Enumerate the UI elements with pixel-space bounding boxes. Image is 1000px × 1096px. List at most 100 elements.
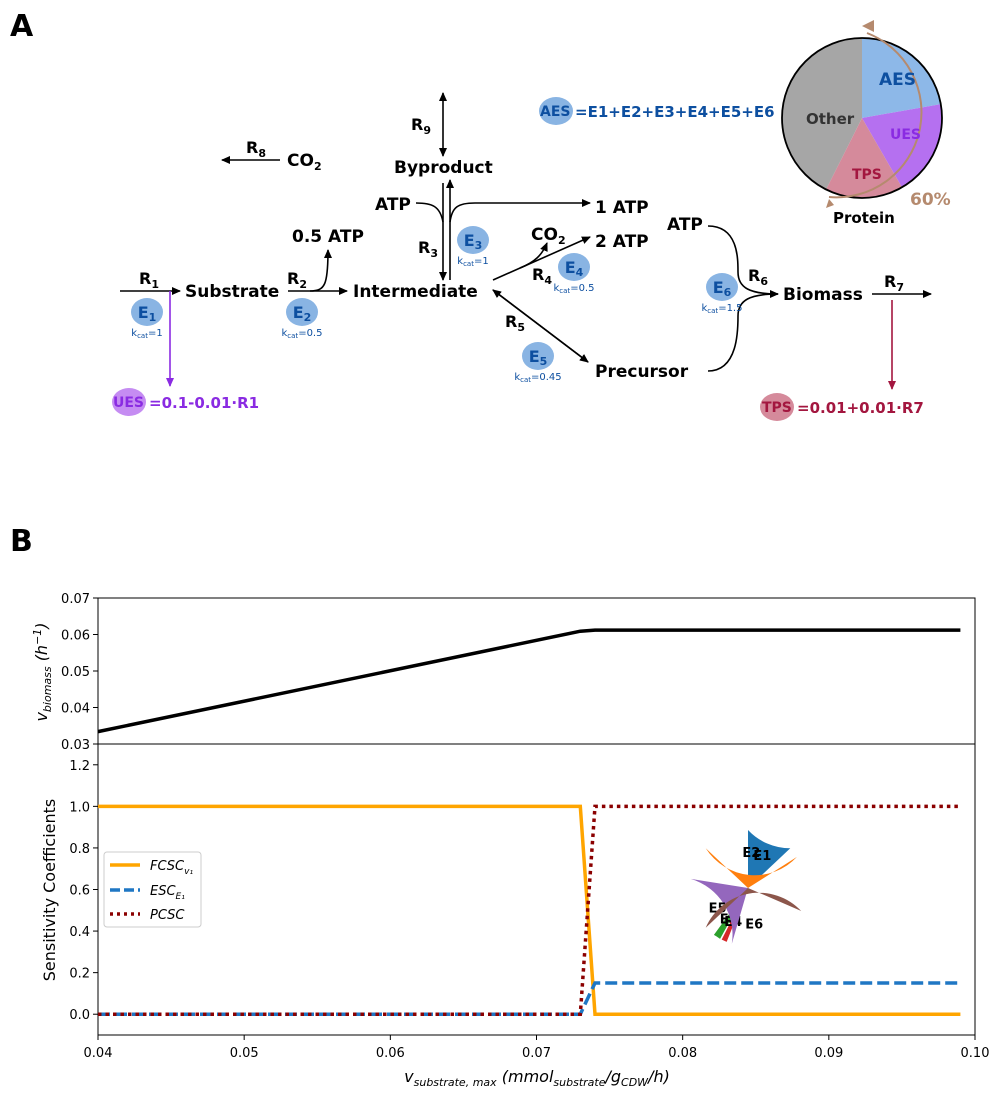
node-byproduct: Byproduct: [394, 158, 493, 178]
enzyme-label: E1: [138, 303, 157, 324]
enzyme-label: E6: [713, 278, 732, 299]
legend-fcsc: FCSCv₁: [150, 859, 193, 877]
panel-a-label: A: [10, 9, 34, 44]
enzyme-label: E4: [565, 258, 584, 279]
aes-badge: AES: [540, 104, 570, 120]
enzyme-kcat: kcat=1: [131, 328, 162, 340]
node-half-atp: 0.5 ATP: [292, 227, 364, 247]
sensitivity-chart: 0.0 0.2 0.4 0.6 0.8 1.0 1.2 0.04 0.05 0.06 0.07 0.0…: [69, 743, 990, 1061]
inset-pie-label: E6: [745, 917, 763, 932]
ues-badge: UES: [113, 395, 144, 411]
ytick-label: 0.04: [61, 702, 90, 717]
reaction-r1: R1: [139, 269, 159, 291]
xtick-label: 0.05: [230, 1046, 259, 1061]
tps-expression: =0.01+0.01·R7: [797, 399, 924, 417]
ytick-label: 0.05: [61, 665, 90, 680]
node-one-atp: 1 ATP: [595, 198, 649, 218]
aes-equation: AES =E1+E2+E3+E4+E5+E6: [539, 97, 775, 125]
node-precursor: Precursor: [595, 362, 689, 382]
inset-pie-slice-e6: [705, 888, 802, 928]
reaction-r5: R5: [505, 312, 525, 334]
node-atp-in: ATP: [375, 195, 411, 215]
arrow-atp-in: [415, 202, 444, 223]
ytick-label: 0.2: [69, 967, 90, 982]
reaction-r3: R3: [418, 238, 438, 260]
ytick-label: 0.8: [69, 842, 90, 857]
pie-percent-label: 60%: [910, 190, 951, 210]
legend-esc: ESCE₁: [150, 884, 185, 902]
xtick-label: 0.09: [814, 1046, 843, 1061]
enzyme-label: E5: [529, 347, 548, 368]
enzyme-e4: E4 kcat=0.5: [554, 253, 595, 295]
node-two-atp: 2 ATP: [595, 232, 649, 252]
reaction-r9: R9: [411, 115, 431, 137]
legend-pcsc: PCSC: [150, 908, 185, 923]
reaction-r2: R2: [287, 269, 307, 291]
plot-frame: [97, 743, 976, 1036]
inset-pie-slice-e1: [748, 830, 791, 888]
pie-label-tps: TPS: [852, 167, 882, 183]
inset-pie-label: E1: [753, 849, 771, 864]
ytick-label: 0.4: [69, 925, 90, 940]
tps-badge: TPS: [762, 400, 792, 416]
enzyme-e5: E5 kcat=0.45: [514, 342, 562, 384]
pie-label-aes: AES: [879, 70, 916, 90]
sensitivity-ylabel: Sensitivity Coefficients: [40, 799, 59, 982]
protein-arc: [828, 32, 923, 199]
pathway-arrows: [120, 92, 932, 372]
inset-pie-slice-e2: [705, 848, 797, 888]
enzyme-e1: E1 kcat=1: [131, 298, 163, 340]
inset-pie-label: E2: [742, 846, 760, 861]
node-atp-r6: ATP: [667, 215, 703, 235]
enzyme-kcat: kcat=0.5: [554, 283, 595, 295]
reaction-r7: R7: [884, 272, 904, 294]
aes-expression: =E1+E2+E3+E4+E5+E6: [575, 103, 775, 121]
arrow-r4-co2: [519, 242, 548, 269]
pie-slice-tps: [826, 118, 902, 199]
enzyme-e6: E6 kcat=1.5: [702, 273, 742, 315]
inset-pie-label: E5: [709, 901, 727, 916]
ues-expression: =0.1-0.01·R1: [149, 394, 259, 412]
sensitivity-legend: FCSCv₁ ESCE₁ PCSC: [103, 851, 202, 928]
ues-equation: UES =0.1-0.01·R1: [112, 388, 259, 416]
ytick-label: 0.6: [69, 884, 90, 899]
ytick-label: 0.03: [61, 738, 90, 753]
pie-label-ues: UES: [890, 127, 921, 143]
node-biomass: Biomass: [783, 285, 863, 305]
enzyme-badges: E1 kcat=1 E2 kcat=0.5 E3 kcat=1 E4 kcat=0.5 E5 kc…: [131, 226, 742, 384]
ytick-label: 1.0: [69, 800, 90, 815]
node-co2-r4: CO2: [531, 225, 566, 247]
ytick-label: 1.2: [69, 759, 90, 774]
xtick-label: 0.07: [522, 1046, 551, 1061]
arrow-r5-fwd: [492, 289, 589, 363]
pie-slice-ues: [862, 104, 943, 188]
tps-equation: TPS =0.01+0.01·R7: [760, 393, 924, 421]
xtick-label: 0.08: [668, 1046, 697, 1061]
enzyme-label: E2: [293, 303, 312, 324]
node-substrate: Substrate: [185, 282, 279, 302]
ytick-label: 0.06: [61, 629, 90, 644]
chart-xlabel: vsubstrate, max (mmolsubstrate/gCDW/h): [404, 1067, 670, 1089]
series-line-esc: [98, 981, 961, 1016]
pie-protein-label: Protein: [833, 209, 895, 227]
proteome-pie: Other AES UES TPS Protein 60%: [781, 20, 951, 227]
biomass-chart: 0.03 0.04 0.05 0.06 0.07: [61, 592, 976, 753]
node-labels: Substrate Intermediate Byproduct CO2 CO2…: [185, 151, 863, 382]
xtick-label: 0.10: [961, 1046, 990, 1061]
enzyme-e2: E2 kcat=0.5: [282, 298, 323, 340]
arrow-r6-precursor: [707, 293, 779, 372]
node-intermediate: Intermediate: [353, 282, 478, 302]
plot-frame: [97, 597, 976, 745]
enzyme-label: E3: [464, 231, 483, 252]
reaction-r8: R8: [246, 138, 266, 160]
xtick-label: 0.04: [84, 1046, 113, 1061]
biomass-ylabel: vbiomass (h−1): [31, 622, 54, 721]
enzyme-kcat: kcat=0.5: [282, 328, 323, 340]
enzyme-kcat: kcat=1: [457, 256, 488, 268]
enzyme-e3: E3 kcat=1: [457, 226, 489, 268]
enzyme-inset-pie: E1E2E3E4E5E6: [690, 830, 802, 944]
xtick-label: 0.06: [376, 1046, 405, 1061]
node-co2-r8: CO2: [287, 151, 322, 173]
